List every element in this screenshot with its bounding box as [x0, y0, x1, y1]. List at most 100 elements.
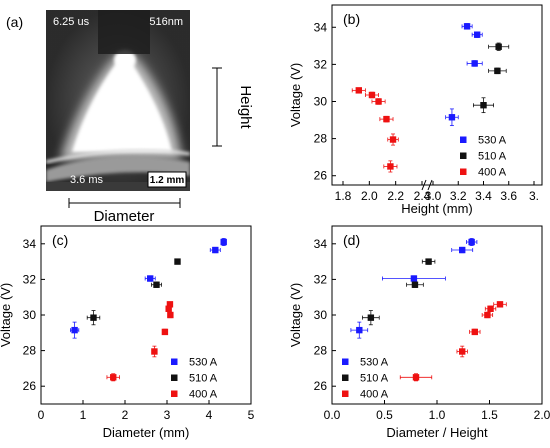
legend-label: 510 A: [360, 373, 389, 385]
data-point: [488, 42, 510, 51]
legend-label: 400 A: [189, 389, 218, 401]
y-tick-label: 34: [314, 237, 328, 251]
legend: 530 A 510 A 400 A: [171, 357, 218, 401]
y-tick-label: 32: [23, 272, 37, 286]
data-point: [351, 87, 366, 94]
data-marker: [166, 301, 174, 308]
legend-swatch: [460, 136, 467, 143]
data-marker: [463, 23, 471, 30]
data-marker: [459, 246, 466, 254]
data-marker: [494, 67, 501, 75]
x-tick-label: 3.6: [500, 189, 517, 203]
y-tick-label: 28: [314, 132, 328, 146]
y-tick-label: 26: [314, 169, 328, 183]
wavelength-label: 516nm: [149, 16, 183, 28]
data-marker: [389, 136, 397, 143]
data-point: [399, 373, 433, 382]
data-marker: [212, 246, 219, 254]
data-marker: [411, 281, 419, 288]
data-point: [161, 328, 169, 336]
data-point: [86, 310, 101, 326]
x-tick-label: 3.: [529, 189, 539, 203]
x-axis-title: Diameter (mm): [103, 425, 190, 440]
data-point: [379, 115, 394, 123]
data-point: [220, 238, 227, 246]
x-tick-label: 2.0: [534, 408, 550, 422]
y-tick-label: 30: [314, 94, 328, 108]
data-marker: [110, 374, 117, 381]
x-tick-label: 1.8: [335, 189, 352, 203]
scale-bar-box: [147, 171, 187, 188]
data-marker: [496, 301, 504, 308]
data-point: [493, 301, 507, 308]
y-tick-label: 28: [23, 344, 37, 358]
data-marker: [471, 328, 478, 336]
panel-b-label: (b): [343, 11, 360, 27]
data-marks: [70, 238, 227, 382]
x-tick-label: 4: [206, 408, 213, 422]
data-point: [144, 275, 156, 282]
x-tick-label: 2.2: [387, 189, 404, 203]
panel-c-diameter-vs-voltage: (c) Diameter (mm) Voltage (V) 0 1 2 3 4 52628…: [0, 225, 255, 440]
data-point: [151, 345, 158, 358]
data-point: [488, 67, 507, 75]
data-point: [451, 246, 474, 254]
x-tick-label: 0.0: [324, 408, 341, 422]
legend-swatch: [342, 358, 349, 365]
x-tick-label: 1.0: [429, 408, 446, 422]
data-marker: [471, 60, 478, 67]
legend-swatch: [171, 374, 178, 381]
legend-label: 400 A: [360, 389, 389, 401]
data-point: [387, 133, 399, 146]
y-axis-title: Voltage (V): [288, 283, 303, 347]
panel-d-ratio-vs-voltage: (d) Diameter / Height Voltage (V) 0.0 0.5…: [288, 225, 550, 440]
height-label: Height: [237, 85, 254, 129]
data-marker: [153, 281, 160, 288]
data-marker: [412, 374, 420, 381]
axis-ticks: 0.0 0.5 1.0 1.5 2.0 26 28 30 32 34: [314, 237, 550, 422]
legend: 530 A 510 A 400 A: [342, 357, 389, 401]
panel-c-label: (c): [52, 232, 68, 248]
y-tick-label: 34: [314, 20, 328, 34]
legend-entry: 530 A: [342, 357, 389, 369]
data-point: [465, 238, 478, 246]
axis-break-mark: [421, 179, 427, 191]
x-tick-label: 3: [164, 408, 171, 422]
data-point: [70, 321, 80, 339]
scale-bar-label: 1.2 mm: [150, 175, 185, 186]
legend-label: 530 A: [478, 135, 507, 147]
data-point: [167, 311, 174, 319]
data-marks: [351, 23, 510, 173]
data-point: [381, 275, 446, 282]
data-marker: [387, 163, 394, 170]
legend-swatch: [342, 374, 349, 381]
legend-label: 510 A: [478, 151, 507, 163]
panel-b-height-vs-voltage: (b) Height (mm) Voltage (V) 1.8 2.0 2.2 2.4…: [288, 4, 543, 216]
time-stamp-bottom: 3.6 ms: [70, 174, 104, 186]
data-point: [472, 97, 495, 114]
data-marker: [367, 314, 375, 321]
legend-swatch: [460, 152, 467, 159]
legend-entry: 400 A: [460, 167, 507, 179]
data-marker: [90, 314, 97, 321]
x-tick-label: 1.5: [481, 408, 498, 422]
x-axis-title: Diameter / Height: [386, 425, 488, 440]
data-marker: [167, 311, 174, 319]
panel-a: (a) 6.25 us 516nm 3.6 ms 1.2 mm Height D…: [6, 10, 254, 225]
data-marker: [383, 115, 390, 123]
y-tick-label: 30: [314, 308, 328, 322]
y-tick-label: 30: [23, 308, 37, 322]
data-marker: [487, 305, 494, 312]
plot-frame: [40, 225, 252, 405]
legend-label: 400 A: [478, 167, 507, 179]
x-tick-label: 2.0: [361, 189, 378, 203]
data-point: [106, 373, 120, 382]
data-marks: [350, 238, 507, 382]
data-marker: [356, 326, 363, 334]
y-tick-label: 28: [314, 344, 328, 358]
y-axis-title: Voltage (V): [0, 283, 13, 347]
y-tick-label: 32: [314, 57, 328, 71]
data-marker: [368, 91, 376, 99]
